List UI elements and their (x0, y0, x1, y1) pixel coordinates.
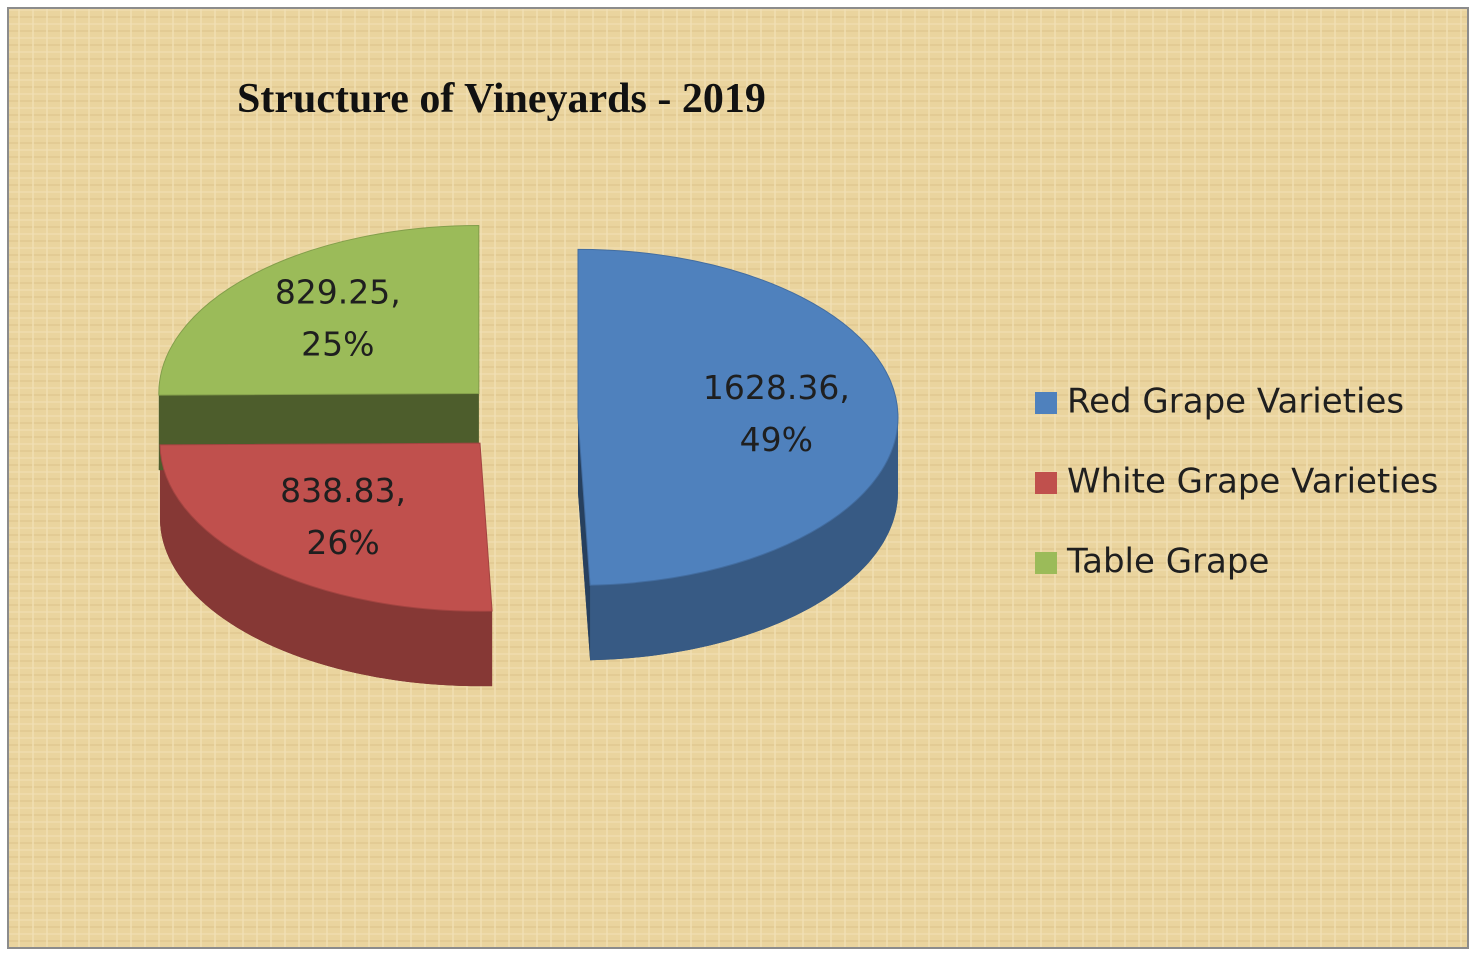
legend-swatch (1035, 392, 1057, 414)
data-label-percent: 49% (740, 420, 813, 459)
slice-cut-face (577, 417, 591, 661)
slice (158, 225, 480, 396)
data-label-value: 1628.36, (703, 368, 850, 407)
legend-label: White Grape Varieties (1067, 462, 1438, 502)
legend-label: Red Grape Varieties (1067, 382, 1404, 422)
data-label-percent: 25% (301, 325, 374, 364)
data-label-value: 838.83, (280, 471, 406, 510)
chart-title: Structure of Vineyards - 2019 (237, 76, 766, 122)
slice-wall (590, 417, 898, 661)
data-label-percent: 26% (306, 523, 379, 562)
slice (159, 442, 493, 612)
slice-wall (159, 444, 493, 687)
slice (577, 248, 899, 586)
legend-label: Table Grape (1066, 542, 1269, 582)
legend: Red Grape Varieties White Grape Varieties… (1035, 382, 1438, 582)
legend-swatch (1035, 552, 1057, 574)
pie: 1628.36, 49% 838.83, 26% 829.25, 25% (158, 225, 899, 687)
legend-swatch (1035, 472, 1057, 494)
data-label-value: 829.25, (275, 273, 401, 312)
